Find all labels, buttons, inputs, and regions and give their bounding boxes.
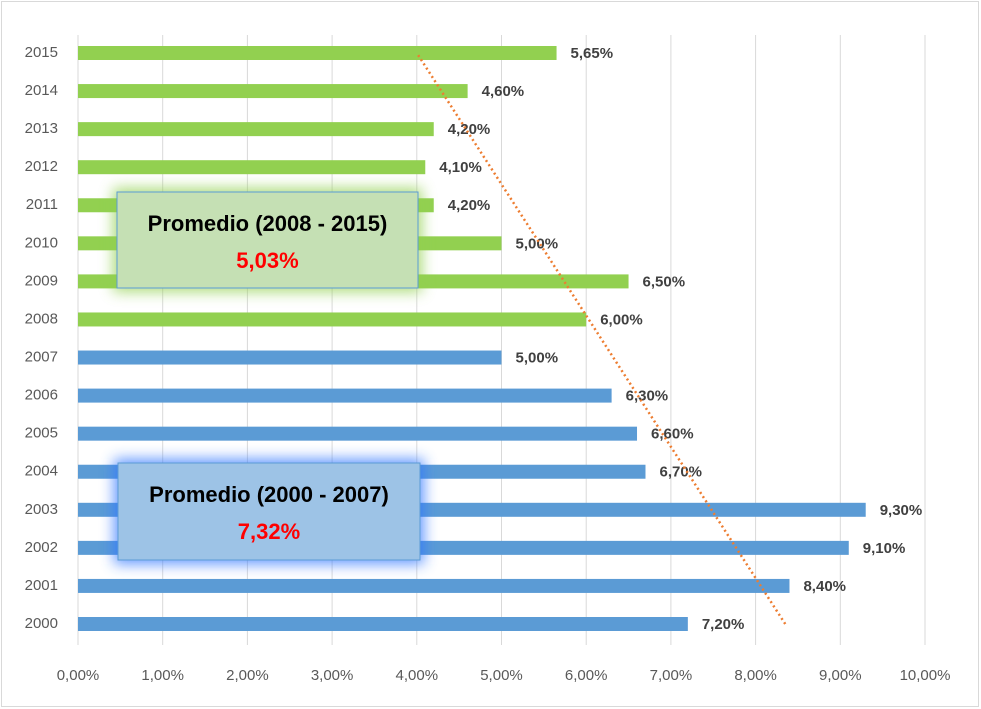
y-tick-label: 2008 — [25, 310, 58, 327]
x-tick-label: 2,00% — [226, 667, 269, 684]
trendline — [415, 52, 787, 625]
bar — [78, 578, 790, 593]
value-label: 5,65% — [571, 45, 614, 62]
y-tick-label: 2014 — [25, 82, 58, 99]
y-tick-label: 2011 — [26, 196, 58, 213]
value-label: 6,60% — [651, 426, 694, 443]
value-label: 9,10% — [863, 540, 906, 557]
bar — [78, 426, 638, 441]
value-label: 6,70% — [659, 464, 702, 481]
y-tick-label: 2004 — [25, 463, 58, 480]
value-label: 8,40% — [803, 578, 846, 595]
annotation-box — [116, 191, 419, 289]
bar — [78, 617, 688, 631]
bar — [78, 122, 434, 137]
y-tick-label: 2015 — [25, 44, 58, 61]
bar — [78, 46, 557, 60]
value-label: 7,20% — [702, 616, 745, 633]
y-tick-label: 2006 — [25, 387, 58, 404]
y-tick-label: 2005 — [25, 425, 58, 442]
value-label: 4,20% — [448, 197, 491, 214]
x-tick-label: 5,00% — [480, 667, 523, 684]
annotation-title: Promedio (2008 - 2015) — [148, 211, 388, 236]
y-tick-label: 2013 — [25, 120, 58, 137]
y-tick-label: 2007 — [25, 349, 58, 366]
value-label: 4,10% — [439, 159, 482, 176]
annotation-title: Promedio (2000 - 2007) — [149, 482, 389, 507]
x-tick-label: 4,00% — [396, 667, 439, 684]
x-tick-label: 8,00% — [734, 667, 777, 684]
x-tick-label: 1,00% — [141, 667, 184, 684]
value-label: 9,30% — [880, 502, 923, 519]
bar — [78, 388, 612, 403]
value-label: 4,60% — [482, 83, 525, 100]
y-tick-label: 2012 — [25, 158, 58, 175]
bar — [78, 84, 468, 99]
bar — [78, 160, 426, 175]
value-label: 6,50% — [643, 273, 686, 290]
value-label: 4,20% — [448, 121, 491, 138]
y-tick-label: 2003 — [25, 501, 58, 518]
value-label: 6,00% — [600, 311, 643, 328]
x-tick-label: 10,00% — [900, 667, 951, 684]
x-tick-label: 7,00% — [650, 667, 693, 684]
bar — [78, 312, 587, 327]
y-tick-label: 2002 — [25, 539, 58, 556]
value-label: 6,30% — [626, 388, 669, 405]
y-tick-label: 2001 — [25, 577, 58, 594]
x-tick-label: 3,00% — [311, 667, 354, 684]
annotation-value: 7,32% — [238, 519, 300, 544]
x-tick-label: 9,00% — [819, 667, 862, 684]
x-tick-label: 6,00% — [565, 667, 608, 684]
x-tick-label: 0,00% — [57, 667, 100, 684]
annotation-value: 5,03% — [236, 248, 298, 273]
y-tick-label: 2009 — [25, 272, 58, 289]
value-label: 5,00% — [516, 235, 559, 252]
value-label: 5,00% — [516, 350, 559, 367]
bar — [78, 350, 502, 365]
annotation-box — [117, 462, 421, 561]
y-tick-label: 2010 — [25, 234, 58, 251]
y-tick-label: 2000 — [25, 615, 58, 632]
